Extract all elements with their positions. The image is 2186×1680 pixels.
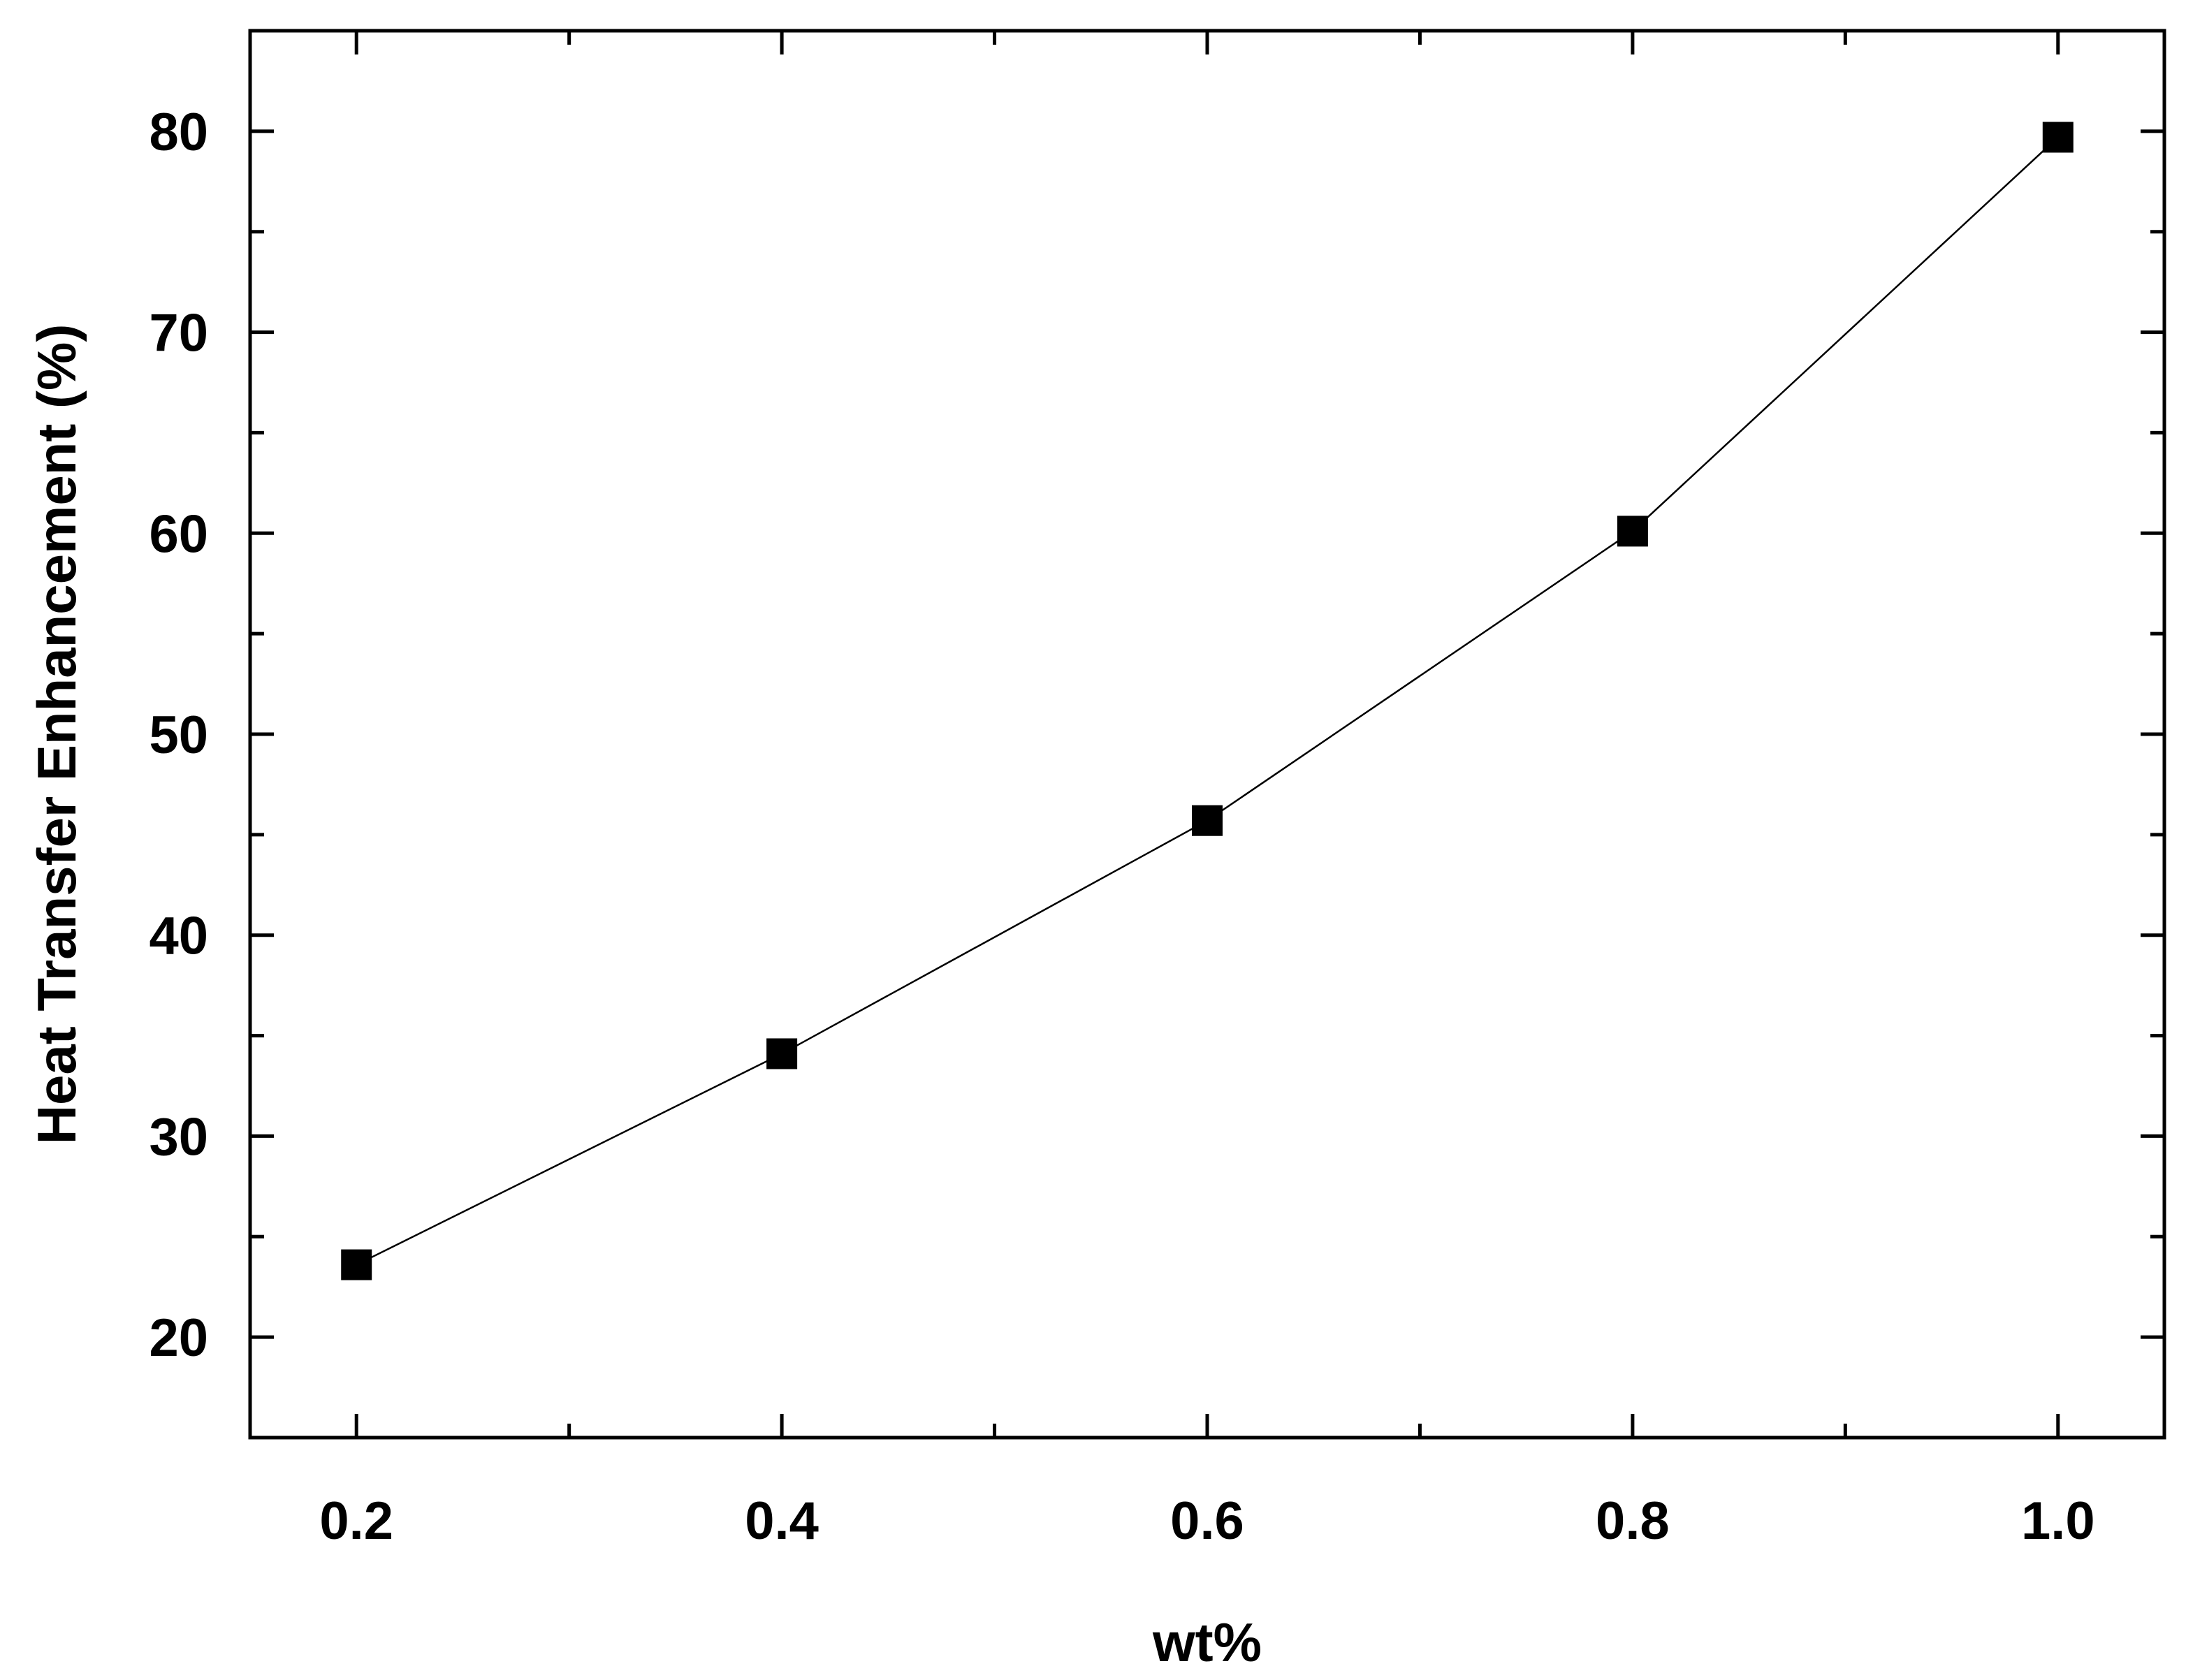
- x-tick-label: 0.8: [1596, 1491, 1670, 1551]
- y-tick-label: 60: [149, 504, 208, 564]
- x-axis: 0.2 0.4 0.6 0.8 1.0: [319, 31, 2095, 1551]
- x-tick-label: 1.0: [2021, 1491, 2095, 1551]
- y-axis-title: Heat Transfer Enhancement (%): [26, 324, 87, 1145]
- plot-frame: [248, 29, 2166, 1440]
- data-point: [341, 1249, 372, 1280]
- data-point: [2042, 122, 2074, 153]
- x-tick-label: 0.6: [1170, 1491, 1244, 1551]
- x-tick-label: 0.4: [745, 1491, 819, 1551]
- y-tick-label: 70: [149, 304, 208, 363]
- y-tick-label: 40: [149, 907, 208, 966]
- y-axis: 20 30 40 50 60 70 80: [149, 103, 2164, 1368]
- x-tick-label: 0.2: [319, 1491, 393, 1551]
- data-point: [1192, 805, 1223, 836]
- y-tick-label: 20: [149, 1308, 208, 1368]
- data-point: [766, 1038, 798, 1069]
- y-tick-label: 30: [149, 1107, 208, 1167]
- y-tick-label: 80: [149, 103, 208, 162]
- data-point: [1617, 516, 1648, 547]
- y-tick-label: 50: [149, 706, 208, 765]
- series-layer: [341, 122, 2074, 1280]
- x-axis-title: wt%: [1152, 1612, 1262, 1673]
- series-line: [356, 136, 2059, 1266]
